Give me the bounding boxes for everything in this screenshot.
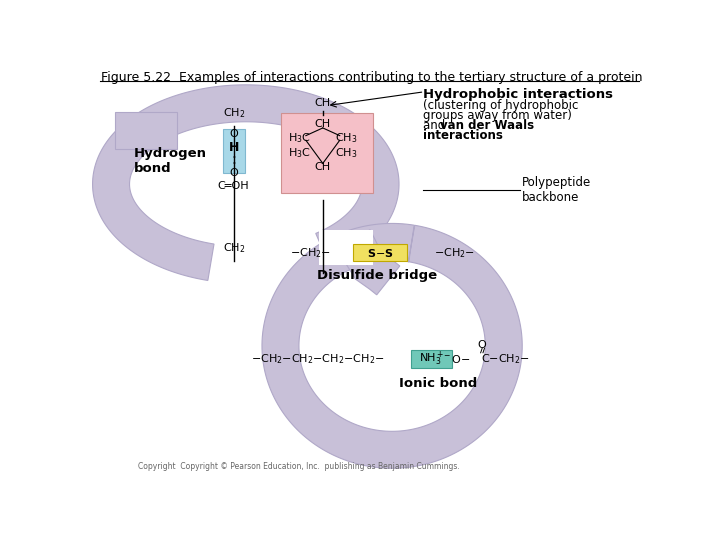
- Text: CH: CH: [315, 162, 331, 172]
- Text: H$_3$C: H$_3$C: [288, 131, 311, 145]
- Text: ·: ·: [232, 151, 237, 166]
- Text: C═OH: C═OH: [217, 181, 248, 192]
- FancyBboxPatch shape: [353, 244, 407, 261]
- Text: H$_3$C: H$_3$C: [288, 146, 311, 160]
- Text: Figure 5.22  Examples of interactions contributing to the tertiary structure of : Figure 5.22 Examples of interactions con…: [101, 71, 642, 84]
- Text: Polypeptide
backbone: Polypeptide backbone: [521, 176, 590, 204]
- Text: Hydrophobic interactions: Hydrophobic interactions: [423, 88, 613, 101]
- Polygon shape: [115, 112, 176, 149]
- Text: CH$_2$: CH$_2$: [223, 106, 246, 120]
- FancyBboxPatch shape: [223, 130, 245, 173]
- Text: groups away from water): groups away from water): [423, 109, 572, 122]
- Polygon shape: [337, 230, 400, 295]
- Text: (clustering of hydrophobic: (clustering of hydrophobic: [423, 99, 578, 112]
- Text: CH$_3$: CH$_3$: [335, 131, 357, 145]
- Text: H: H: [229, 141, 240, 154]
- Text: O: O: [230, 167, 238, 178]
- Text: interactions: interactions: [423, 129, 503, 141]
- FancyBboxPatch shape: [319, 231, 373, 265]
- Text: Ionic bond: Ionic bond: [399, 377, 477, 390]
- Text: $-$CH$_2$$-$: $-$CH$_2$$-$: [434, 246, 475, 260]
- Polygon shape: [344, 221, 394, 271]
- Polygon shape: [262, 224, 522, 468]
- Text: O: O: [230, 129, 238, 139]
- Text: CH: CH: [315, 98, 331, 109]
- Text: $^-$O$-$: $^-$O$-$: [441, 353, 470, 365]
- Text: $-$CH$_2$$-$CH$_2$$-$CH$_2$$-$CH$_2$$-$: $-$CH$_2$$-$CH$_2$$-$CH$_2$$-$CH$_2$$-$: [251, 352, 384, 366]
- Text: CH$_2$: CH$_2$: [223, 241, 246, 255]
- Text: S$-$S: S$-$S: [366, 247, 393, 259]
- FancyBboxPatch shape: [410, 350, 452, 368]
- Text: NH$_3^+$: NH$_3^+$: [418, 350, 444, 368]
- Polygon shape: [93, 85, 399, 280]
- Text: van der Waals: van der Waals: [440, 119, 534, 132]
- Text: C$-$CH$_2$$-$: C$-$CH$_2$$-$: [481, 352, 529, 366]
- Text: CH: CH: [315, 119, 331, 129]
- Text: O: O: [478, 340, 487, 350]
- Text: ·: ·: [232, 157, 237, 172]
- FancyBboxPatch shape: [282, 113, 373, 193]
- Text: Copyright  Copyright © Pearson Education, Inc.  publishing as Benjamin Cummings.: Copyright Copyright © Pearson Education,…: [138, 462, 460, 471]
- Text: CH$_3$: CH$_3$: [335, 146, 357, 160]
- Text: $-$CH$_2$$-$: $-$CH$_2$$-$: [289, 246, 330, 260]
- Text: Hydrogen
bond: Hydrogen bond: [134, 147, 207, 175]
- Text: and: and: [423, 119, 449, 132]
- Text: Disulfide bridge: Disulfide bridge: [317, 269, 437, 282]
